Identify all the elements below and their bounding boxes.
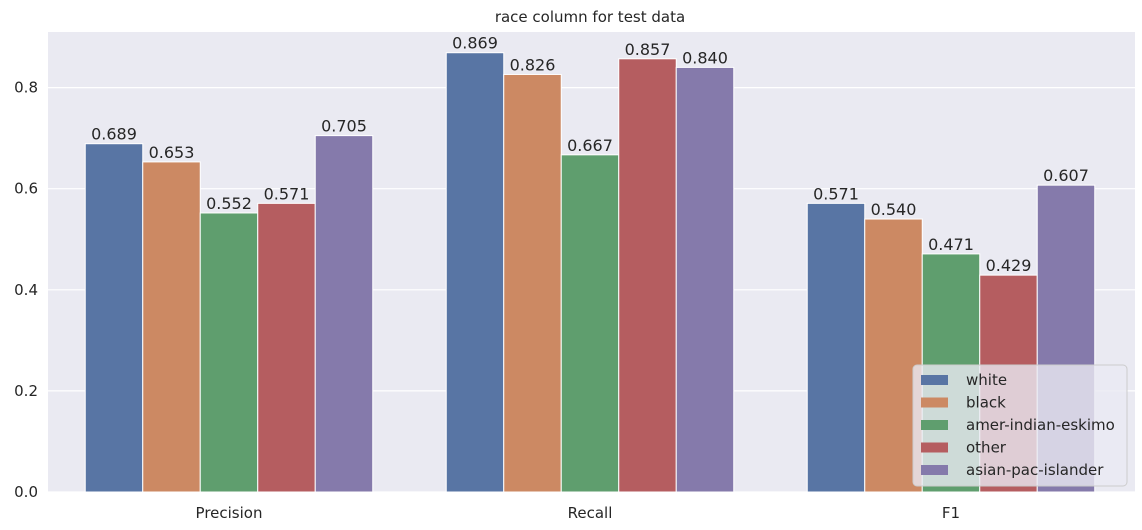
bar-value-label: 0.705 [321, 117, 367, 136]
legend-swatch [921, 420, 948, 430]
bar-value-label: 0.667 [567, 136, 613, 155]
bar-value-label: 0.840 [682, 48, 728, 67]
bar-asian-pac-islander-precision [314, 135, 374, 493]
legend-swatch [921, 397, 948, 408]
y-tick-label: 0.6 [14, 180, 38, 198]
legend-label: asian-pac-islander [966, 461, 1104, 479]
legend-label: black [966, 394, 1006, 412]
bar-asian-pac-islander-recall [675, 66, 735, 493]
bar-value-label: 0.471 [928, 235, 974, 254]
legend: white black amer-indian-eskimo other asian-p… [912, 364, 1128, 487]
bar-black-precision [142, 161, 201, 493]
bar-amer-indian-eskimo-recall [560, 154, 620, 493]
bar-value-label: 0.429 [986, 256, 1032, 275]
legend-swatch [921, 375, 948, 385]
bar-other-recall [618, 58, 677, 493]
bar-amer-indian-eskimo-precision [199, 212, 259, 493]
y-tick-label: 0.0 [14, 483, 38, 501]
bar-value-label: 0.653 [149, 143, 195, 162]
x-axis-ticks: Precision Recall F1 [196, 504, 961, 522]
bar-value-label: 0.571 [264, 184, 310, 203]
legend-label: other [966, 439, 1007, 457]
bar-value-label: 0.857 [625, 40, 671, 59]
legend-label: amer-indian-eskimo [966, 416, 1115, 434]
bar-value-labels: 0.689 0.869 0.571 0.653 0.826 0.540 0.552 0.667… [91, 34, 1089, 275]
x-tick-label: F1 [942, 504, 960, 522]
legend-swatch [921, 442, 948, 453]
bars [84, 52, 1096, 493]
x-tick-label: Precision [196, 504, 263, 522]
bar-black-recall [503, 73, 562, 493]
bar-other-precision [257, 202, 316, 493]
chart-title: race column for test data [495, 8, 685, 26]
bar-value-label: 0.607 [1043, 166, 1089, 185]
bar-white-f1 [806, 202, 866, 493]
x-tick-label: Recall [568, 504, 613, 522]
y-axis-ticks: 0.0 0.2 0.4 0.6 0.8 [14, 79, 38, 501]
bar-white-recall [445, 52, 505, 493]
bar-value-label: 0.571 [813, 184, 859, 203]
bar-value-label: 0.869 [452, 34, 498, 53]
legend-swatch [921, 465, 948, 475]
y-tick-label: 0.2 [14, 382, 38, 400]
bar-white-precision [84, 143, 144, 493]
bar-value-label: 0.826 [510, 55, 556, 74]
y-tick-label: 0.8 [14, 79, 38, 97]
bar-value-label: 0.689 [91, 125, 137, 144]
legend-label: white [966, 371, 1007, 389]
bar-value-label: 0.540 [871, 200, 917, 219]
legend-box [912, 364, 1128, 487]
y-tick-label: 0.4 [14, 281, 38, 299]
bar-value-label: 0.552 [206, 194, 252, 213]
